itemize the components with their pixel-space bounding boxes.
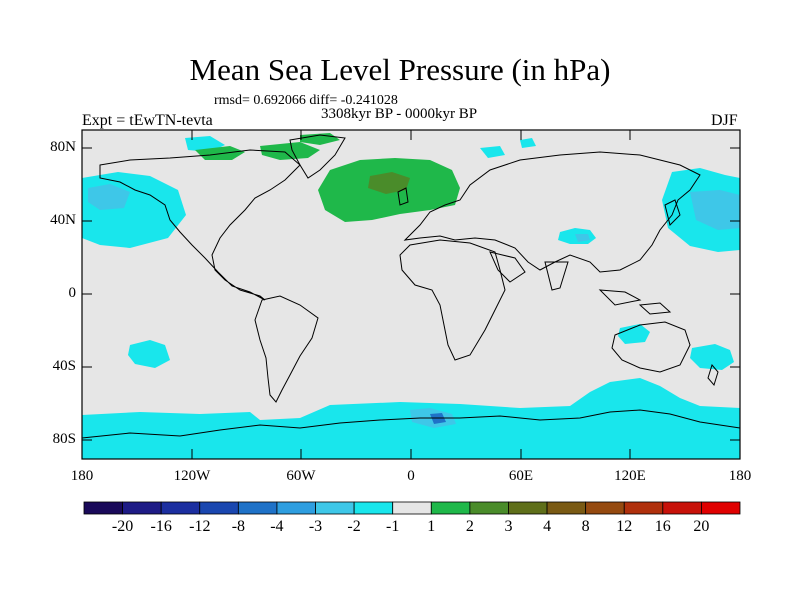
colorbar-label: -2 bbox=[347, 518, 361, 535]
colorbar-box bbox=[237, 501, 278, 515]
colorbar-label: -1 bbox=[386, 518, 400, 535]
lon-tick-120e: 120E bbox=[614, 468, 646, 484]
colorbar-label: -16 bbox=[150, 518, 172, 535]
colorbar-label: 20 bbox=[693, 518, 710, 535]
lat-tick-80s: 80S bbox=[52, 431, 76, 447]
colorbar-label: 16 bbox=[654, 518, 671, 535]
lon-tick-120w: 120W bbox=[173, 468, 211, 484]
colorbar-box bbox=[83, 501, 123, 515]
colorbar-box bbox=[160, 501, 201, 515]
colorbar-box bbox=[122, 501, 162, 515]
lon-tick-180w: 180 bbox=[70, 468, 94, 484]
colorbar-box bbox=[546, 501, 587, 515]
colorbar-box bbox=[701, 501, 741, 515]
lat-tick-marks bbox=[82, 147, 740, 441]
stats-label: rmsd= 0.692066 diff= -0.241028 bbox=[214, 93, 398, 108]
colorbar-box bbox=[508, 501, 548, 515]
experiment-label: Expt = tEwTN-tevta bbox=[82, 112, 213, 129]
colorbar-box bbox=[469, 501, 509, 515]
colorbar-box bbox=[430, 501, 471, 515]
colorbar-label: 12 bbox=[616, 518, 633, 535]
colorbar-label: -20 bbox=[111, 518, 134, 535]
colorbar-box bbox=[315, 501, 355, 515]
lon-tick-180e: 180 bbox=[728, 468, 752, 484]
lon-tick-0: 0 bbox=[407, 468, 415, 484]
colorbar-box bbox=[199, 501, 239, 515]
colorbar-box bbox=[585, 501, 625, 515]
map-title: Mean Sea Level Pressure (in hPa) bbox=[189, 52, 611, 87]
colorbar-label: -8 bbox=[231, 518, 246, 535]
positive-anomaly-peak bbox=[368, 172, 410, 194]
colorbar-label: 2 bbox=[465, 518, 474, 535]
lat-tick-40n: 40N bbox=[50, 212, 76, 228]
lon-tick-marks bbox=[81, 130, 741, 459]
colorbar-label: 4 bbox=[543, 518, 552, 535]
colorbar-label: -3 bbox=[308, 518, 323, 535]
colorbar-label: -12 bbox=[189, 518, 211, 535]
period-label: 3308kyr BP - 0000kyr BP bbox=[321, 106, 478, 122]
colorbar bbox=[83, 501, 741, 515]
lon-tick-60e: 60E bbox=[508, 468, 534, 484]
lat-tick-80n: 80N bbox=[50, 139, 76, 155]
colorbar-label: 8 bbox=[581, 518, 590, 535]
colorbar-box bbox=[276, 501, 316, 515]
colorbar-box bbox=[353, 501, 394, 515]
lon-tick-60w: 60W bbox=[286, 468, 316, 484]
colorbar-box bbox=[662, 501, 702, 515]
colorbar-label: -4 bbox=[270, 518, 284, 535]
colorbar-box bbox=[623, 501, 664, 515]
season-label: DJF bbox=[711, 112, 738, 129]
lat-tick-40s: 40S bbox=[52, 358, 76, 374]
colorbar-label: 3 bbox=[504, 518, 513, 535]
colorbar-box bbox=[392, 501, 432, 515]
lat-tick-0: 0 bbox=[68, 285, 77, 301]
colorbar-label: 1 bbox=[427, 518, 436, 535]
coastlines bbox=[82, 134, 740, 439]
